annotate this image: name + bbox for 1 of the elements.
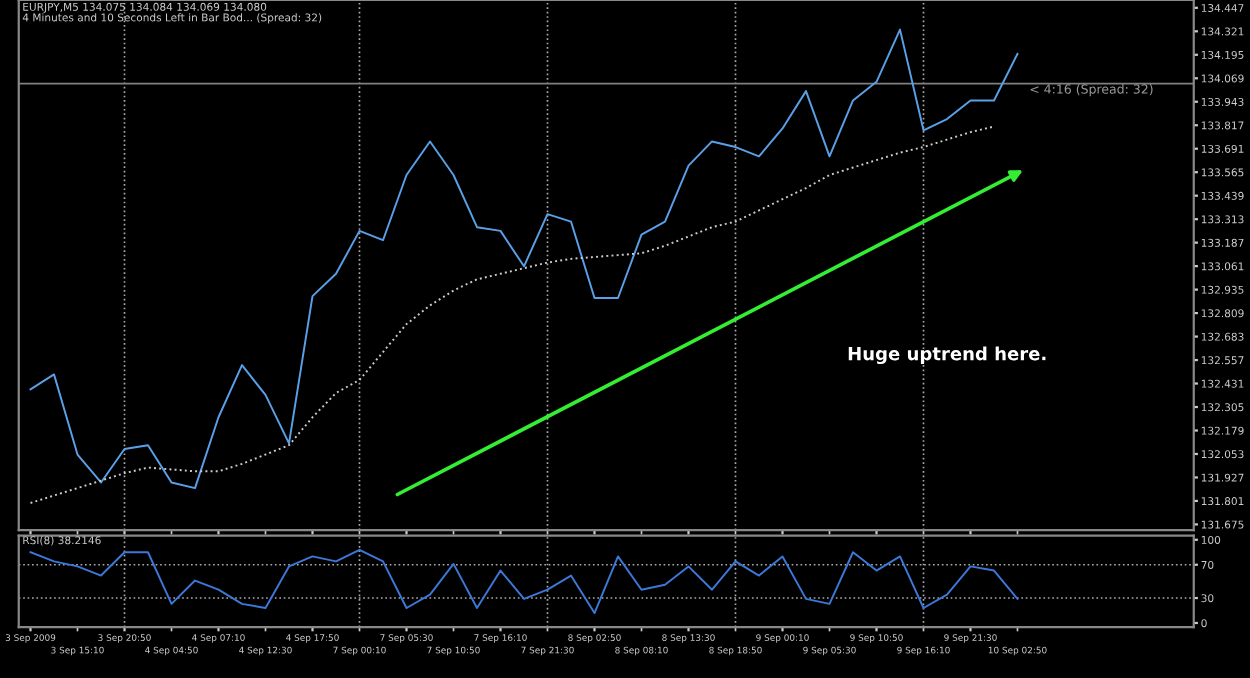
annotation: Huge uptrend here. <box>848 346 1046 365</box>
